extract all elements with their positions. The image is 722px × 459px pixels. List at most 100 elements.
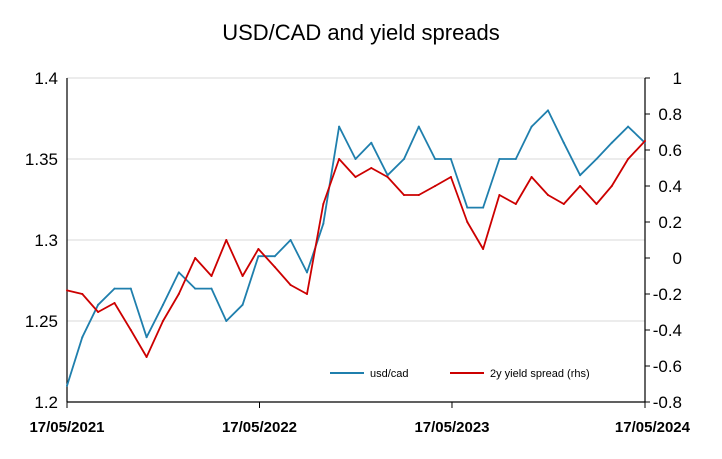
data-point [627, 158, 630, 160]
data-point [81, 336, 84, 339]
data-point [644, 140, 646, 142]
data-point [338, 158, 341, 160]
y-left-tick-label: 1.2 [34, 393, 58, 412]
legend-label-usdcad: usd/cad [370, 368, 409, 380]
data-point [498, 158, 501, 160]
data-point [354, 176, 357, 178]
y-right-tick-label: 0.8 [658, 105, 682, 124]
data-point [162, 320, 164, 322]
data-point [113, 302, 116, 304]
data-point [145, 356, 148, 358]
y-right-tick-label: 1 [673, 69, 682, 88]
data-point [370, 141, 373, 144]
data-point [66, 384, 68, 387]
data-point [449, 158, 452, 160]
y-right-tick-label: -0.4 [653, 321, 682, 340]
data-point [610, 141, 613, 144]
x-tick-label: 17/05/2023 [414, 419, 489, 436]
gridlines [67, 77, 645, 322]
data-point [225, 239, 228, 241]
data-point [514, 203, 517, 205]
data-point [354, 158, 357, 160]
y-left-tick-label: 1.4 [34, 69, 58, 88]
data-point [530, 125, 533, 128]
data-point [194, 287, 197, 290]
data-point [145, 336, 148, 339]
data-point [482, 248, 485, 250]
axes [66, 78, 646, 403]
data-point [97, 311, 100, 313]
series-layer [66, 109, 646, 387]
data-point [627, 125, 630, 128]
data-point [210, 287, 213, 290]
data-point [322, 222, 325, 225]
data-point [579, 185, 582, 187]
y-right-tick-label: 0.4 [658, 177, 682, 196]
x-tick-label: 17/05/2021 [29, 419, 104, 436]
y-right-tick-label: 0.2 [658, 213, 682, 232]
chart-title: USD/CAD and yield spreads [222, 20, 500, 45]
data-point [547, 194, 549, 196]
legend: usd/cad 2y yield spread (rhs) [330, 368, 590, 380]
data-point [177, 271, 180, 274]
data-point [257, 255, 260, 258]
data-point [289, 284, 292, 286]
y-right-tick-label: 0.6 [658, 141, 682, 160]
data-point [129, 287, 132, 290]
data-point [403, 194, 405, 196]
data-point [306, 293, 308, 295]
x-ticks: 17/05/2021 17/05/2022 17/05/2023 17/05/2024 [29, 402, 691, 436]
y-right-tick-label: -0.2 [653, 285, 682, 304]
series-line-0 [66, 109, 646, 387]
y-right-tick-label: 0 [673, 249, 682, 268]
data-point [514, 158, 517, 160]
data-point [434, 185, 437, 187]
data-point [466, 206, 469, 209]
data-point [241, 303, 244, 306]
x-tick-label: 17/05/2024 [615, 419, 691, 436]
data-point [113, 287, 116, 290]
data-point [225, 320, 228, 322]
data-point [562, 203, 565, 205]
data-point [417, 125, 420, 128]
data-point [562, 141, 565, 144]
data-point [129, 329, 132, 331]
y-right-ticks: -0.8 -0.6 -0.4 -0.2 0 0.2 0.4 0.6 0.8 1 [645, 69, 682, 412]
data-point [417, 194, 420, 196]
data-point [66, 289, 68, 292]
data-point [97, 303, 100, 306]
data-point [386, 176, 389, 178]
y-left-ticks: 1.2 1.25 1.3 1.35 1.4 [25, 69, 58, 412]
data-point [81, 293, 84, 295]
data-point [194, 257, 197, 259]
data-point [338, 125, 341, 128]
data-point [177, 293, 180, 295]
data-point [547, 109, 549, 112]
data-point [322, 203, 325, 205]
data-point [370, 167, 373, 169]
data-point [579, 174, 582, 177]
data-point [610, 185, 613, 187]
data-point [498, 194, 501, 196]
y-right-tick-label: -0.6 [653, 357, 682, 376]
x-tick-label: 17/05/2022 [222, 419, 297, 436]
data-point [466, 221, 469, 223]
data-point [434, 158, 437, 160]
data-point [273, 266, 276, 268]
data-point [162, 303, 164, 306]
data-point [257, 248, 260, 250]
legend-label-yield-spread: 2y yield spread (rhs) [490, 368, 590, 380]
data-point [210, 275, 213, 277]
data-point [273, 255, 276, 258]
data-point [289, 239, 292, 241]
data-point [530, 176, 533, 178]
data-point [595, 203, 598, 205]
data-point [482, 206, 485, 209]
data-point [403, 158, 405, 160]
y-left-tick-label: 1.3 [34, 231, 58, 250]
y-right-tick-label: -0.8 [653, 393, 682, 412]
data-point [241, 275, 244, 277]
y-left-tick-label: 1.25 [25, 312, 58, 331]
